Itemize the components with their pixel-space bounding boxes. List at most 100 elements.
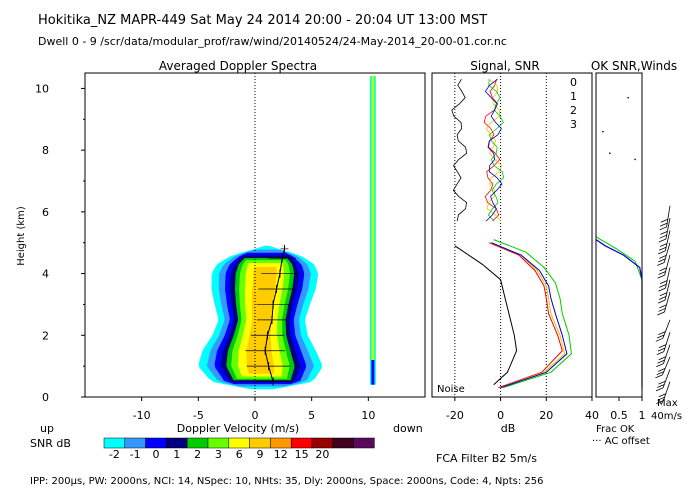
colorbar-tick-label: -1 <box>130 448 141 461</box>
wind-barb-feather-9-2 <box>659 267 667 272</box>
wind-barb-feather-3-1 <box>657 359 665 364</box>
wind-barb-feather-12-1 <box>659 234 667 239</box>
wind-barb-feather-12-0 <box>658 238 667 243</box>
colorbar-label: SNR dB <box>30 437 71 450</box>
wind-barb-feather-10-2 <box>659 255 667 259</box>
wind-barb-staff-13 <box>666 205 671 227</box>
wind-barb-feather-4-1 <box>657 347 666 352</box>
wind-barb-feather-0-1 <box>657 396 665 401</box>
wind-barb-feather-13-0 <box>659 226 667 231</box>
colorbar-cell-0 <box>103 437 126 449</box>
signal-x-tick-label: 40 <box>585 409 599 422</box>
filter-text: FCA Filter B2 5m/s <box>436 452 537 465</box>
frac-ok-label: Frac OK <box>596 424 635 435</box>
beam-label-3: 3 <box>570 118 577 131</box>
wind-barb-staff-11 <box>664 230 671 251</box>
max-label: Max <box>657 398 678 409</box>
colorbar-cell-6 <box>228 437 250 449</box>
down-label: down <box>393 422 423 435</box>
wind-barb-staff-3 <box>663 344 671 364</box>
wind-barb-feather-5-1 <box>656 334 665 339</box>
colorbar-cell-12 <box>353 437 375 449</box>
wind-barb-feather-6-2 <box>659 304 667 309</box>
dc-stripe-core <box>372 76 374 385</box>
signal-series-3 <box>493 239 572 389</box>
colorbar-cell-8 <box>270 437 292 449</box>
y-tick-label: 10 <box>35 82 49 95</box>
signal-series-1 <box>488 242 563 389</box>
wind-barb-feather-10-0 <box>657 262 665 266</box>
colorbar-tick-label: 3 <box>215 448 222 461</box>
wind-barb-feather-0-2 <box>658 393 666 398</box>
wind-barb-feather-4-0 <box>656 351 664 355</box>
wind-barb-feather-13-1 <box>660 222 668 227</box>
wind-barb-feather-1-1 <box>657 384 665 388</box>
colorbar-tick-label: 15 <box>295 448 309 461</box>
wind-barbs <box>655 205 671 404</box>
wind-barb-feather-6-0 <box>657 311 665 316</box>
wind-barb-feather-11-1 <box>658 246 667 251</box>
wind-barb-feather-9-0 <box>657 274 665 279</box>
doppler-panel-title: Averaged Doppler Spectra <box>159 59 317 73</box>
colorbar-cell-1 <box>124 437 146 449</box>
wind-barb-feather-10-1 <box>658 258 666 263</box>
signal-upper-trace-4 <box>484 78 503 222</box>
up-label: up <box>40 422 54 435</box>
y-tick-label: 2 <box>42 329 49 342</box>
wind-barb-feather-5-2 <box>658 331 666 336</box>
y-tick-label: 8 <box>42 144 49 157</box>
wind-barb-feather-2-2 <box>657 368 666 372</box>
wind-barb-staff-12 <box>665 217 671 240</box>
wind-barb-feather-8-0 <box>658 287 666 292</box>
colorbar-cell-7 <box>249 437 271 449</box>
wind-barb-feather-11-0 <box>658 250 666 255</box>
colorbar-tick-label: 12 <box>274 448 288 461</box>
signal-x-tick-label: 20 <box>539 409 553 422</box>
wind-barb-feather-7-2 <box>659 292 667 297</box>
height-axis-label: Height (km) <box>16 206 27 266</box>
header-line2: Dwell 0 - 9 /scr/data/modular_prof/raw/w… <box>38 35 507 48</box>
colorbar-cell-5 <box>207 437 230 449</box>
signal-x-tick-label: 0 <box>497 409 504 422</box>
beam-label-0: 0 <box>570 76 577 89</box>
wind-barb-feather-1-0 <box>655 387 664 392</box>
x-tick-label: -10 <box>133 409 151 422</box>
signal-series-2 <box>491 242 566 389</box>
signal-x-label: dB <box>501 422 516 435</box>
colorbar-tick-label: 0 <box>153 448 160 461</box>
wind-barb-feather-6-1 <box>658 308 666 312</box>
wind-barb-feather-3-2 <box>658 356 666 361</box>
dc-stripe-bottom <box>371 359 375 385</box>
signal-series-4 <box>491 242 568 389</box>
beam-label-2: 2 <box>570 104 577 117</box>
wind-barb-feather-2-1 <box>656 371 664 376</box>
x-tick-label: 0 <box>252 409 259 422</box>
colorbar-tick-label: 6 <box>236 448 243 461</box>
wind-barb-feather-0-0 <box>656 400 664 404</box>
colorbar-cell-10 <box>311 437 334 449</box>
x-tick-label: 5 <box>308 409 315 422</box>
ok-dot-0 <box>602 130 604 133</box>
doppler-plot-frame <box>84 72 426 398</box>
x-tick-label: -5 <box>193 409 204 422</box>
ok-snr-curve <box>595 236 643 280</box>
y-tick-label: 0 <box>42 391 49 404</box>
wind-barb-staff-4 <box>663 332 671 352</box>
mean-velocity-line <box>264 248 285 382</box>
ac-offset-note: ··· AC offset <box>592 436 650 447</box>
wind-barb-feather-5-0 <box>655 337 663 342</box>
ok-dot-2 <box>609 152 611 155</box>
noise-label: Noise <box>437 384 465 395</box>
beam-label-1: 1 <box>570 90 577 103</box>
doppler-x-label: Doppler Velocity (m/s) <box>177 422 299 435</box>
wind-barb-feather-1-2 <box>658 380 666 385</box>
wind-barb-feather-12-2 <box>660 231 668 235</box>
colorbar-tick-label: 2 <box>194 448 201 461</box>
wind-barb-feather-3-0 <box>656 363 664 367</box>
signal-snr-panel: -20 0 20 40 <box>446 73 599 422</box>
ok-panel-title: OK SNR,Winds <box>591 59 677 73</box>
colorbar-cell-9 <box>290 437 313 449</box>
signal-upper-trace-0 <box>451 78 468 222</box>
wind-barb-feather-4-2 <box>658 344 667 348</box>
